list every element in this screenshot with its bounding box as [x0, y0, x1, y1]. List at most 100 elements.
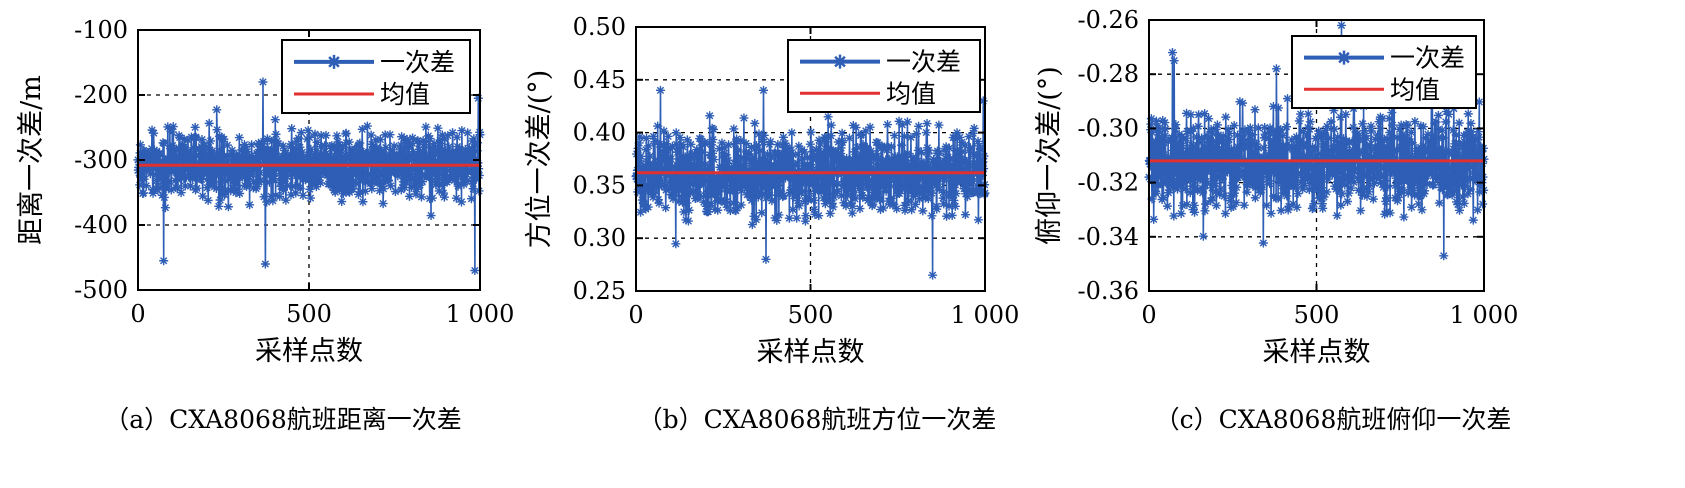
- data-point-marker: [416, 192, 426, 202]
- data-point-marker: [395, 145, 405, 155]
- data-point-marker: [934, 184, 944, 194]
- data-point-marker: [448, 128, 458, 138]
- data-point-marker: [455, 144, 465, 154]
- data-point-marker: [968, 177, 978, 187]
- data-point-marker: [764, 139, 774, 149]
- data-point-marker: [378, 184, 388, 194]
- data-point-marker: [151, 176, 161, 186]
- data-point-marker: [1237, 131, 1247, 141]
- data-point-marker: [200, 147, 210, 157]
- data-point-marker: [741, 138, 751, 148]
- data-point-marker: [264, 177, 274, 187]
- data-point-marker: [897, 140, 907, 150]
- data-point-marker: [180, 181, 190, 191]
- data-point-marker: [1204, 165, 1214, 175]
- data-point-marker: [285, 163, 295, 173]
- data-point-marker: [428, 163, 438, 173]
- data-point-marker: [1446, 179, 1456, 189]
- data-point-marker: [367, 184, 377, 194]
- data-point-marker: [319, 156, 329, 166]
- data-point-marker: [786, 185, 796, 195]
- data-point-marker: [438, 170, 448, 180]
- data-point-marker: [275, 156, 285, 166]
- data-point-marker: [813, 177, 823, 187]
- data-point-marker: [1224, 134, 1234, 144]
- y-tick-label: 0.40: [573, 119, 626, 147]
- data-point-marker: [1404, 134, 1414, 144]
- data-point-marker: [1184, 144, 1194, 154]
- data-point-marker: [902, 117, 912, 127]
- data-point-marker: [815, 139, 825, 149]
- data-point-marker: [906, 132, 916, 142]
- data-point-marker: [960, 210, 970, 220]
- data-point-marker: [316, 131, 326, 141]
- data-point-marker: [159, 139, 169, 149]
- data-point-marker: [1266, 208, 1276, 218]
- y-axis-label: 方位一次差/(°): [524, 70, 555, 249]
- data-point-marker: [417, 177, 427, 187]
- data-point-marker: [1204, 114, 1214, 124]
- data-point-marker: [1406, 179, 1416, 189]
- data-point-marker: [1281, 143, 1291, 153]
- data-point-marker: [268, 196, 278, 206]
- data-point-marker: [823, 188, 833, 198]
- data-point-marker: [222, 156, 232, 166]
- data-point-marker: [681, 215, 691, 225]
- data-point-marker: [390, 187, 400, 197]
- data-point-marker: [935, 173, 945, 183]
- data-point-marker: [302, 168, 312, 178]
- data-point-marker: [879, 164, 889, 174]
- data-point-marker: [878, 203, 888, 213]
- data-point-marker: [669, 183, 679, 193]
- data-point-marker: [198, 191, 208, 201]
- data-point-marker: [935, 148, 945, 158]
- data-point-marker: [212, 125, 222, 135]
- data-point-marker: [1420, 186, 1430, 196]
- data-point-marker: [901, 151, 911, 161]
- data-point-marker: [1364, 169, 1374, 179]
- data-point-marker: [1276, 125, 1286, 135]
- data-point-marker: [638, 162, 648, 172]
- data-point-marker: [229, 180, 239, 190]
- data-point-marker: [892, 204, 902, 214]
- data-point-marker: [1185, 188, 1195, 198]
- data-point-marker: [1259, 143, 1269, 153]
- data-point-marker: [432, 174, 442, 184]
- data-point-marker: [903, 148, 913, 158]
- data-point-marker: [305, 184, 315, 194]
- data-point-marker: [692, 187, 702, 197]
- data-point-marker: [1176, 209, 1186, 219]
- data-point-marker: [185, 181, 195, 191]
- data-point-marker: [1477, 158, 1487, 168]
- data-point-marker: [1390, 181, 1400, 191]
- data-point-marker: [148, 163, 158, 173]
- data-point-marker: [312, 152, 322, 162]
- data-point-marker: [1150, 165, 1160, 175]
- data-point-marker: [186, 148, 196, 158]
- data-point-marker: [793, 149, 803, 159]
- data-point-marker: [825, 208, 835, 218]
- data-point-marker: [813, 155, 823, 165]
- data-point-marker: [798, 187, 808, 197]
- data-point-marker: [765, 190, 775, 200]
- data-point-marker: [1451, 164, 1460, 174]
- data-point-marker: [1257, 180, 1267, 190]
- data-point-marker: [1252, 163, 1262, 173]
- data-point-marker: [1290, 164, 1300, 174]
- data-point-marker: [816, 187, 826, 197]
- data-point-marker: [891, 170, 901, 180]
- data-point-marker: [199, 157, 209, 167]
- data-point-marker: [242, 162, 252, 172]
- data-point-marker: [365, 158, 375, 168]
- data-point-marker: [1256, 172, 1266, 182]
- data-point-marker: [761, 254, 771, 264]
- data-point-marker: [295, 142, 305, 152]
- data-point-marker: [888, 155, 898, 165]
- data-point-marker: [978, 170, 988, 180]
- data-point-marker: [1334, 144, 1344, 154]
- data-point-marker: [968, 128, 978, 138]
- data-point-marker: [701, 159, 711, 169]
- data-point-marker: [1371, 143, 1381, 153]
- data-point-marker: [1234, 165, 1244, 175]
